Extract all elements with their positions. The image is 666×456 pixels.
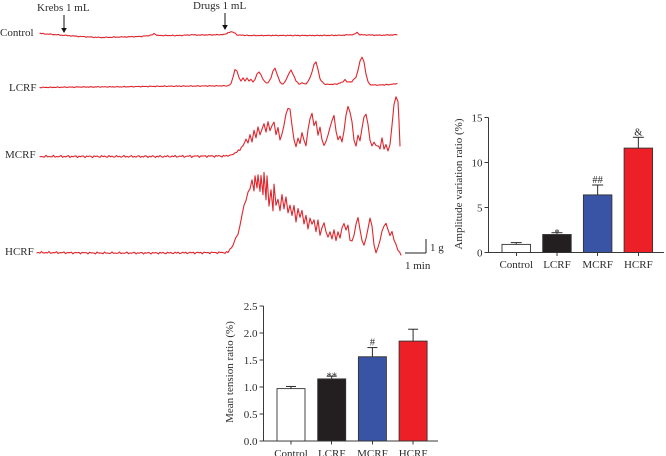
tension-bar-mcrf bbox=[357, 356, 387, 442]
mean-tension-bar-chart: 0.0 0.5 1.0 1.5 2.0 2.5 Mean tension ratio (%)… bbox=[224, 301, 438, 456]
row-label-mcrf: MCRF bbox=[5, 149, 36, 161]
trace-mcrf bbox=[39, 96, 401, 159]
amplitude-category-label: MCRF bbox=[582, 259, 613, 271]
amplitude-category-label: HCRF bbox=[624, 259, 653, 271]
krebs-arrow-icon bbox=[61, 15, 67, 33]
tension-y-tick-label: 1.5 bbox=[244, 355, 258, 367]
amplitude-y-tick-label: 10 bbox=[472, 157, 484, 169]
amplitude-significance-mark: ## bbox=[592, 175, 603, 186]
amplitude-bar-hcrf bbox=[623, 147, 654, 253]
scale-bar: 1 g 1 min bbox=[405, 239, 444, 272]
tension-significance-mark: ** bbox=[326, 372, 337, 383]
row-label-lcrf: LCRF bbox=[9, 82, 37, 94]
drugs-annotation: Drugs 1 mL bbox=[193, 0, 246, 12]
amplitude-y-tick-label: 15 bbox=[472, 112, 484, 124]
amplitude-bar-control bbox=[501, 243, 531, 253]
tension-y-tick-label: 2.5 bbox=[244, 301, 258, 313]
tension-y-axis-label: Mean tension ratio (%) bbox=[224, 321, 236, 423]
krebs-annotation: Krebs 1 mL bbox=[37, 2, 90, 14]
tension-category-label: Control bbox=[274, 448, 308, 456]
tension-y-tick-label: 0.5 bbox=[244, 409, 258, 421]
tension-category-label: HCRF bbox=[399, 448, 428, 456]
trace-control bbox=[39, 31, 398, 39]
amplitude-category-label: LCRF bbox=[543, 259, 571, 271]
amplitude-bar-chart: 0 5 10 15 Amplitude variation ratio (%) Contr… bbox=[453, 112, 664, 271]
row-label-control: Control bbox=[0, 27, 34, 39]
scale-bar-horizontal-label: 1 min bbox=[405, 260, 431, 272]
tension-category-label: MCRF bbox=[357, 448, 388, 456]
trace-hcrf bbox=[36, 171, 402, 256]
tension-bar-lcrf bbox=[317, 378, 347, 442]
amplitude-y-tick-label: 5 bbox=[477, 202, 483, 214]
tension-y-tick-label: 1.0 bbox=[244, 382, 258, 394]
tension-y-tick-label: 0.0 bbox=[244, 436, 258, 448]
amplitude-y-axis-label: Amplitude variation ratio (%) bbox=[453, 118, 465, 249]
trace-lcrf bbox=[39, 56, 398, 89]
tension-y-tick-label: 2.0 bbox=[244, 328, 258, 340]
amplitude-bar-mcrf bbox=[582, 194, 613, 253]
traces-panel: Krebs 1 mL Drugs 1 mL Control LCRF MCRF … bbox=[0, 0, 444, 272]
drugs-arrow-icon bbox=[222, 13, 228, 30]
row-label-hcrf: HCRF bbox=[5, 246, 34, 258]
trace-lines bbox=[36, 31, 402, 256]
tension-bar-control bbox=[276, 388, 306, 442]
scale-bar-vertical-label: 1 g bbox=[430, 242, 444, 254]
amplitude-category-label: Control bbox=[499, 259, 533, 271]
tension-category-label: LCRF bbox=[318, 448, 346, 456]
tension-significance-mark: # bbox=[370, 338, 376, 349]
amplitude-y-tick-label: 0 bbox=[477, 247, 483, 259]
amplitude-significance-mark: * bbox=[554, 228, 559, 239]
amplitude-significance-mark: & bbox=[634, 127, 642, 138]
tension-bar-hcrf bbox=[398, 340, 428, 442]
